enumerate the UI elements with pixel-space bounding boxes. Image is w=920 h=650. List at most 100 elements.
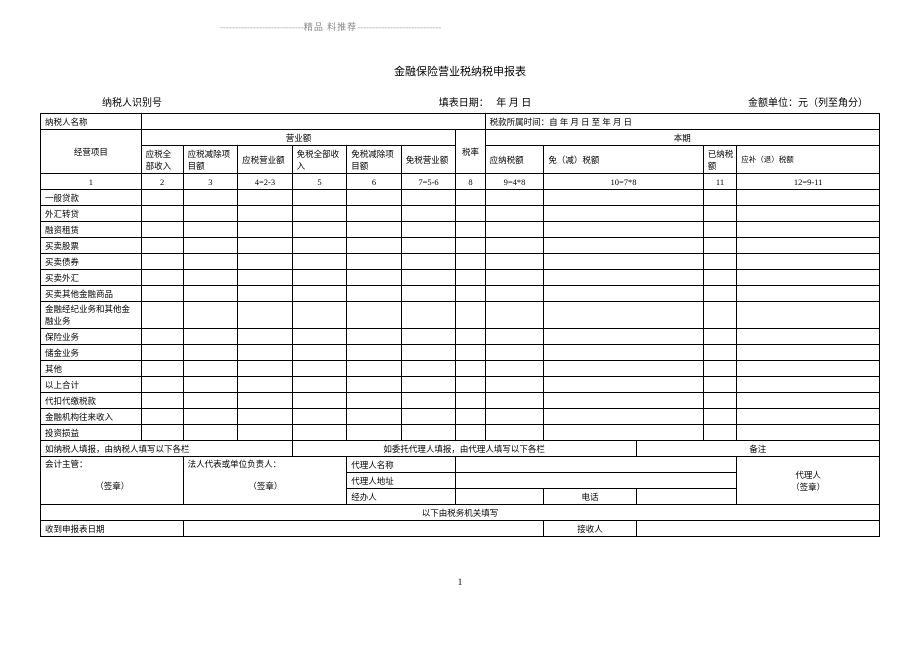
col-tax-rate: 税率 bbox=[456, 130, 485, 174]
header-decoration: ----------------------------精品 料推荐------… bbox=[220, 20, 880, 33]
table-cell bbox=[703, 238, 737, 254]
table-cell bbox=[183, 393, 238, 409]
table-cell bbox=[485, 206, 544, 222]
formula-5: 5 bbox=[292, 174, 347, 190]
table-cell bbox=[141, 286, 183, 302]
table-cell bbox=[544, 206, 703, 222]
table-cell bbox=[238, 377, 293, 393]
table-cell bbox=[703, 345, 737, 361]
table-cell bbox=[347, 377, 402, 393]
table-cell bbox=[544, 286, 703, 302]
table-cell bbox=[292, 222, 347, 238]
table-cell bbox=[703, 409, 737, 425]
table-cell bbox=[347, 270, 402, 286]
table-cell bbox=[485, 222, 544, 238]
col-business-item: 经营项目 bbox=[41, 130, 142, 174]
phone-label: 电话 bbox=[544, 489, 636, 505]
table-cell bbox=[544, 302, 703, 329]
row-label: 一般贷款 bbox=[41, 190, 142, 206]
col-c7: 免税营业额 bbox=[401, 146, 456, 174]
table-cell bbox=[456, 361, 485, 377]
table-cell bbox=[456, 238, 485, 254]
table-cell bbox=[183, 254, 238, 270]
table-cell bbox=[347, 302, 402, 329]
table-cell bbox=[238, 206, 293, 222]
table-cell bbox=[183, 222, 238, 238]
formula-11: 11 bbox=[703, 174, 737, 190]
table-cell bbox=[485, 238, 544, 254]
receive-date-value bbox=[183, 521, 544, 537]
table-cell bbox=[456, 286, 485, 302]
table-cell bbox=[401, 286, 456, 302]
col-turnover: 营业额 bbox=[141, 130, 456, 146]
table-cell bbox=[737, 238, 880, 254]
remark-label: 备注 bbox=[636, 441, 879, 457]
col-c4: 应税营业额 bbox=[238, 146, 293, 174]
table-cell bbox=[183, 270, 238, 286]
formula-1: 1 bbox=[41, 174, 142, 190]
table-cell bbox=[456, 345, 485, 361]
table-cell bbox=[183, 286, 238, 302]
table-row: 保险业务 bbox=[41, 329, 880, 345]
fill-date-label: 填表日期： bbox=[439, 98, 489, 109]
table-cell bbox=[485, 377, 544, 393]
table-cell bbox=[485, 393, 544, 409]
table-row: 买卖外汇 bbox=[41, 270, 880, 286]
formula-10: 10=7*8 bbox=[544, 174, 703, 190]
table-cell bbox=[544, 425, 703, 441]
receive-date-label: 收到申报表日期 bbox=[41, 521, 184, 537]
table-cell bbox=[141, 270, 183, 286]
table-cell bbox=[737, 425, 880, 441]
table-cell bbox=[456, 270, 485, 286]
table-cell bbox=[703, 254, 737, 270]
table-cell bbox=[485, 270, 544, 286]
table-cell bbox=[544, 329, 703, 345]
row-label: 以上合计 bbox=[41, 377, 142, 393]
table-cell bbox=[292, 286, 347, 302]
row-label: 买卖股票 bbox=[41, 238, 142, 254]
table-cell bbox=[737, 377, 880, 393]
table-cell bbox=[347, 286, 402, 302]
table-cell bbox=[347, 329, 402, 345]
table-cell bbox=[401, 377, 456, 393]
table-cell bbox=[292, 329, 347, 345]
table-cell bbox=[485, 302, 544, 329]
table-row: 投资损益 bbox=[41, 425, 880, 441]
table-cell bbox=[456, 302, 485, 329]
table-cell bbox=[141, 409, 183, 425]
table-cell bbox=[401, 393, 456, 409]
table-cell bbox=[485, 361, 544, 377]
table-cell bbox=[401, 222, 456, 238]
table-row: 一般贷款 bbox=[41, 190, 880, 206]
table-cell bbox=[737, 222, 880, 238]
table-cell bbox=[737, 190, 880, 206]
row-label: 投资损益 bbox=[41, 425, 142, 441]
table-cell bbox=[544, 270, 703, 286]
table-row: 买卖其他金融商品 bbox=[41, 286, 880, 302]
row-label: 融资租赁 bbox=[41, 222, 142, 238]
formula-3: 3 bbox=[183, 174, 238, 190]
row-label: 保险业务 bbox=[41, 329, 142, 345]
table-cell bbox=[183, 361, 238, 377]
table-cell bbox=[141, 238, 183, 254]
table-cell bbox=[238, 222, 293, 238]
table-cell bbox=[544, 190, 703, 206]
formula-8: 8 bbox=[456, 174, 485, 190]
table-cell bbox=[703, 393, 737, 409]
table-row: 以上合计 bbox=[41, 377, 880, 393]
table-cell bbox=[238, 425, 293, 441]
table-cell bbox=[737, 409, 880, 425]
table-cell bbox=[401, 270, 456, 286]
table-cell bbox=[141, 345, 183, 361]
table-cell bbox=[737, 345, 880, 361]
table-cell bbox=[456, 425, 485, 441]
table-cell bbox=[401, 190, 456, 206]
table-cell bbox=[141, 190, 183, 206]
table-cell bbox=[292, 425, 347, 441]
fill-date-format: 年 月 日 bbox=[496, 98, 531, 109]
row-label: 代扣代缴税款 bbox=[41, 393, 142, 409]
col-this-period: 本期 bbox=[485, 130, 879, 146]
table-cell bbox=[456, 222, 485, 238]
table-cell bbox=[347, 393, 402, 409]
table-cell bbox=[485, 329, 544, 345]
